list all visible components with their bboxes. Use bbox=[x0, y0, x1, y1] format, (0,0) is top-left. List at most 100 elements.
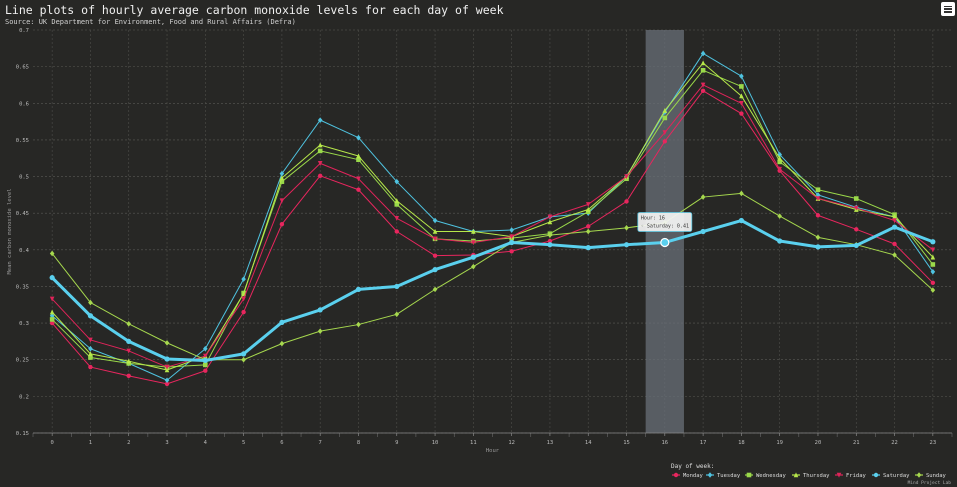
tooltip-line-1: Hour: 16 bbox=[641, 215, 665, 221]
x-tick-label: 1 bbox=[89, 440, 92, 446]
series-thursday bbox=[49, 60, 936, 373]
data-point bbox=[739, 190, 744, 197]
data-point bbox=[509, 249, 514, 254]
data-point bbox=[547, 242, 553, 248]
data-point bbox=[356, 153, 361, 159]
series-line-sunday bbox=[51, 192, 934, 361]
data-point bbox=[892, 218, 897, 224]
legend-item-monday[interactable]: Monday bbox=[672, 472, 704, 479]
data-point bbox=[853, 196, 859, 201]
data-point bbox=[279, 340, 285, 347]
data-point bbox=[547, 214, 553, 220]
series-line-monday bbox=[51, 90, 934, 385]
series-sunday bbox=[49, 190, 936, 363]
legend-swatch-marker bbox=[916, 472, 922, 478]
data-point bbox=[700, 60, 706, 66]
data-point bbox=[317, 161, 323, 166]
legend-swatch-marker bbox=[793, 472, 799, 478]
data-point bbox=[777, 155, 782, 161]
data-point bbox=[164, 381, 170, 387]
y-axis-label: Mean carbon monoxide level bbox=[7, 188, 13, 274]
data-point bbox=[624, 199, 629, 204]
data-point bbox=[279, 175, 285, 181]
data-point bbox=[891, 224, 898, 230]
x-tick-label: 19 bbox=[776, 440, 783, 446]
hover-point bbox=[660, 237, 670, 248]
legend-label: Saturday bbox=[883, 473, 910, 479]
y-tick-label: 0.7 bbox=[19, 28, 29, 34]
x-tick-label: 9 bbox=[395, 440, 398, 446]
data-point bbox=[317, 173, 323, 179]
series-monday bbox=[49, 88, 936, 387]
data-point bbox=[279, 319, 285, 325]
legend-item-thursday[interactable]: Thursday bbox=[792, 472, 830, 479]
data-point bbox=[930, 262, 936, 267]
data-point bbox=[88, 345, 93, 352]
legend-label: Thursday bbox=[803, 473, 830, 479]
data-point bbox=[203, 345, 208, 352]
chart-subtitle: Source: UK Department for Environment, F… bbox=[5, 18, 296, 26]
data-point bbox=[853, 205, 859, 211]
data-point bbox=[202, 357, 208, 364]
data-point bbox=[777, 213, 782, 219]
data-point bbox=[241, 296, 246, 302]
y-tick-label: 0.5 bbox=[19, 175, 29, 181]
x-tick-label: 3 bbox=[165, 440, 168, 446]
data-point bbox=[471, 228, 476, 234]
x-tick-label: 14 bbox=[585, 440, 592, 446]
x-tick-label: 4 bbox=[204, 440, 208, 446]
data-point bbox=[88, 337, 93, 343]
chart-title: Line plots of hourly average carbon mono… bbox=[5, 3, 504, 17]
x-tick-label: 21 bbox=[853, 440, 860, 446]
legend-label: Tuesday bbox=[717, 473, 741, 479]
legend-item-wednesday[interactable]: Wednesday bbox=[745, 472, 786, 479]
data-point bbox=[815, 196, 821, 202]
data-point bbox=[509, 227, 514, 233]
legend: Day of week: Monday Tuesday Wednesday Thursd… bbox=[671, 463, 947, 479]
x-tick-label: 18 bbox=[738, 440, 745, 446]
legend-item-friday[interactable]: Friday bbox=[835, 472, 867, 479]
x-tick-label: 17 bbox=[700, 440, 707, 446]
data-point bbox=[356, 176, 361, 182]
data-point bbox=[126, 338, 132, 345]
data-point bbox=[815, 213, 821, 218]
legend-item-tuesday[interactable]: Tuesday bbox=[706, 472, 741, 479]
y-tick-label: 0.45 bbox=[16, 211, 29, 217]
series-line-saturday bbox=[51, 219, 934, 362]
data-point bbox=[203, 362, 208, 368]
data-point bbox=[815, 244, 821, 250]
series-line-wednesday bbox=[51, 69, 934, 368]
legend-item-sunday[interactable]: Sunday bbox=[915, 472, 947, 479]
data-point bbox=[739, 100, 744, 106]
legend-swatch-marker bbox=[836, 472, 842, 478]
data-point bbox=[126, 321, 132, 327]
legend-item-saturday[interactable]: Saturday bbox=[872, 472, 910, 479]
data-point bbox=[355, 286, 362, 292]
x-tick-label: 20 bbox=[815, 440, 822, 446]
series-line-thursday bbox=[51, 62, 934, 371]
data-point bbox=[88, 351, 93, 357]
data-point bbox=[432, 267, 438, 273]
series-layer bbox=[49, 50, 936, 387]
data-point bbox=[203, 353, 208, 359]
y-tick-label: 0.6 bbox=[19, 101, 29, 107]
data-point bbox=[700, 228, 706, 235]
data-point bbox=[356, 187, 361, 192]
tooltip-box bbox=[637, 212, 693, 232]
data-point bbox=[815, 187, 821, 193]
data-point bbox=[547, 232, 553, 238]
x-tick-label: 10 bbox=[432, 440, 439, 446]
data-point bbox=[241, 351, 247, 357]
data-point bbox=[49, 320, 55, 326]
y-tick-label: 0.65 bbox=[16, 65, 29, 71]
data-point bbox=[700, 194, 706, 200]
legend-label: Monday bbox=[683, 473, 704, 479]
data-point bbox=[662, 130, 668, 136]
menu-icon[interactable] bbox=[941, 2, 955, 16]
data-point bbox=[317, 117, 323, 123]
data-point bbox=[892, 241, 897, 247]
data-point bbox=[930, 280, 936, 285]
grid bbox=[33, 29, 952, 434]
data-point bbox=[432, 228, 438, 234]
data-point bbox=[317, 148, 323, 154]
